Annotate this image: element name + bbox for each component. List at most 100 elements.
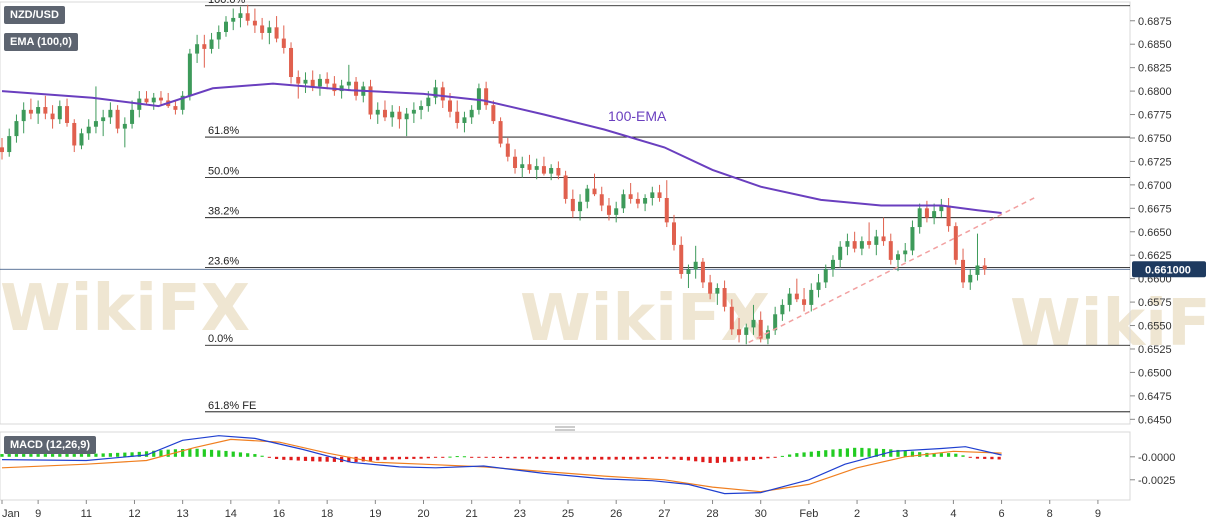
- macd-histogram-bar: [477, 456, 481, 458]
- macd-histogram-bar: [954, 453, 958, 457]
- candle-body: [614, 208, 619, 215]
- macd-histogram-bar: [961, 455, 965, 457]
- candle-body: [260, 25, 265, 33]
- candle-body: [881, 236, 886, 242]
- macd-histogram-bar: [694, 456, 698, 462]
- candle-body: [296, 77, 301, 84]
- candle-body: [440, 87, 445, 101]
- price-tick-label: 0.6725: [1138, 156, 1172, 168]
- candle-body: [513, 156, 518, 168]
- macd-histogram-bar: [419, 456, 423, 459]
- macd-histogram-bar: [282, 456, 286, 460]
- candle-body: [780, 304, 785, 315]
- candle-body: [455, 111, 460, 123]
- macd-histogram-bar: [253, 454, 257, 457]
- macd-histogram-bar: [679, 456, 683, 460]
- candle-body: [888, 241, 893, 260]
- macd-histogram-bar: [751, 456, 756, 460]
- macd-histogram-bar: [860, 447, 864, 457]
- macd-histogram-bar: [571, 456, 575, 460]
- candle-body: [910, 227, 915, 251]
- macd-histogram-bar: [43, 454, 47, 457]
- macd-histogram-bar: [650, 456, 654, 459]
- candle-body: [0, 147, 4, 153]
- macd-histogram-bar: [549, 456, 553, 460]
- macd-histogram-bar: [368, 456, 373, 461]
- candle-body: [549, 167, 554, 174]
- macd-histogram-bar: [881, 448, 886, 457]
- macd-histogram-bar: [470, 456, 474, 458]
- macd-histogram-bar: [412, 456, 416, 459]
- price-tick-label: 0.6850: [1138, 39, 1172, 51]
- candle-body: [758, 319, 763, 339]
- macd-histogram-bar: [672, 456, 676, 460]
- macd-histogram-bar: [318, 456, 322, 462]
- price-tick-label: 0.6800: [1138, 86, 1172, 98]
- candle-body: [498, 121, 503, 144]
- candle-body: [867, 241, 872, 245]
- candle-body: [354, 81, 359, 96]
- candle-body: [195, 44, 200, 54]
- candle-body: [411, 109, 416, 114]
- candle-body: [737, 329, 742, 335]
- macd-histogram-bar: [195, 448, 199, 457]
- candle-body: [903, 250, 908, 255]
- macd-histogram-bar: [498, 456, 503, 459]
- candle-body: [541, 166, 546, 174]
- macd-histogram-bar: [433, 456, 438, 458]
- candle-body: [968, 274, 973, 283]
- candle-body: [36, 107, 41, 114]
- macd-signal-line: [1, 438, 1002, 493]
- candle-body: [108, 109, 113, 118]
- macd-histogram-bar: [744, 456, 748, 461]
- candle-body: [21, 109, 26, 122]
- macd-tick-label: -0.0000: [1138, 452, 1175, 464]
- macd-histogram-bar: [72, 454, 76, 457]
- candle-body: [180, 95, 185, 110]
- time-tick-label: 14: [225, 508, 237, 520]
- time-tick-label: Feb: [799, 508, 818, 520]
- candle-body: [14, 121, 19, 137]
- macd-histogram-bar: [36, 454, 40, 457]
- macd-histogram-bar: [845, 448, 850, 457]
- candle-body: [303, 79, 308, 84]
- candle-body: [672, 222, 676, 245]
- macd-histogram-bar: [50, 454, 55, 457]
- macd-histogram-bar: [238, 452, 243, 457]
- macd-histogram-bar: [405, 456, 409, 460]
- macd-histogram-bar: [910, 451, 915, 457]
- macd-histogram-bar: [87, 453, 91, 457]
- time-tick-label: 11: [81, 508, 92, 520]
- candle-body: [216, 32, 221, 40]
- macd-histogram-bar: [802, 452, 806, 457]
- price-tick-label: 0.6650: [1138, 227, 1172, 239]
- macd-histogram-bar: [983, 456, 987, 459]
- candle-body: [158, 97, 163, 101]
- macd-histogram-bar: [29, 454, 33, 457]
- symbol-label: NZD/USD: [4, 6, 65, 24]
- time-tick-label: 20: [417, 508, 429, 520]
- macd-histogram-bar: [22, 454, 26, 457]
- macd-histogram-bar: [116, 452, 120, 457]
- candle-body: [896, 254, 900, 260]
- macd-histogram-bar: [246, 453, 250, 457]
- macd-histogram-bar: [101, 453, 105, 457]
- macd-histogram-bar: [130, 452, 134, 457]
- candle-body: [310, 79, 315, 87]
- candle-body: [50, 113, 55, 120]
- macd-histogram-bar: [889, 449, 893, 457]
- macd-histogram-bar: [0, 454, 4, 457]
- macd-histogram-bar: [332, 456, 336, 462]
- candle-body: [643, 197, 648, 204]
- macd-histogram-bar: [918, 452, 922, 457]
- macd-histogram-bar: [152, 450, 156, 457]
- macd-histogram-bar: [527, 456, 532, 459]
- macd-histogram-bar: [701, 456, 705, 463]
- macd-histogram-bar: [809, 451, 813, 457]
- macd-histogram-bar: [296, 456, 300, 461]
- macd-histogram-bar: [58, 454, 62, 457]
- candle-body: [975, 265, 980, 275]
- price-tick-label: 0.6550: [1138, 321, 1172, 333]
- candle-body: [267, 27, 272, 33]
- candle-body: [462, 117, 467, 123]
